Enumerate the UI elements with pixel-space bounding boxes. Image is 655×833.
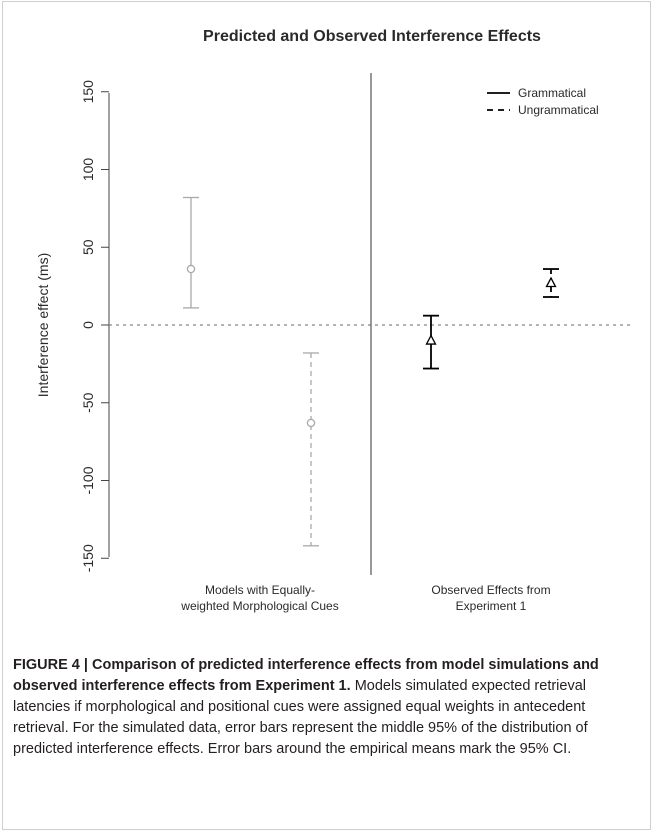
y-tick-label: 150 [80,80,96,104]
point-grammatical-panel1 [423,314,439,370]
legend: Grammatical Ungrammatical [487,86,599,117]
data-points [183,196,559,547]
chart: Predicted and Observed Interference Effe… [35,28,632,613]
y-axis-label: Interference effect (ms) [35,253,51,397]
y-tick-label: -100 [80,466,96,494]
mean-marker-triangle [425,334,437,345]
caption-heading: FIGURE 4 | Comparison of predicted inter… [13,657,599,694]
mean-marker-circle [186,264,196,274]
y-tick-label: 50 [80,239,96,255]
legend-label-grammatical: Grammatical [518,86,586,100]
y-ticks: -150 -100 -50 0 50 100 150 [80,80,109,572]
chart-title: Predicted and Observed Interference Effe… [203,28,541,45]
y-tick-label: 100 [80,158,96,182]
caption-body: Models simulated expected retrieval late… [13,678,588,757]
figure-caption: FIGURE 4 | Comparison of predicted inter… [13,655,643,760]
mean-marker-circle [306,418,316,428]
panel-label-observed-line2: Experiment 1 [456,599,527,613]
point-ungrammatical-panel1 [543,268,559,298]
legend-label-ungrammatical: Ungrammatical [518,103,599,117]
y-tick-label: 0 [80,321,96,329]
mean-marker-triangle [545,276,557,288]
panel-label-observed-line1: Observed Effects from [431,583,550,597]
y-tick-label: -50 [80,392,96,412]
panel-label-models-line2: weighted Morphological Cues [180,599,338,613]
point-ungrammatical-panel0 [303,352,319,547]
panel-label-models-line1: Models with Equally- [205,583,315,597]
point-grammatical-panel0 [183,196,199,309]
y-tick-label: -150 [80,544,96,572]
